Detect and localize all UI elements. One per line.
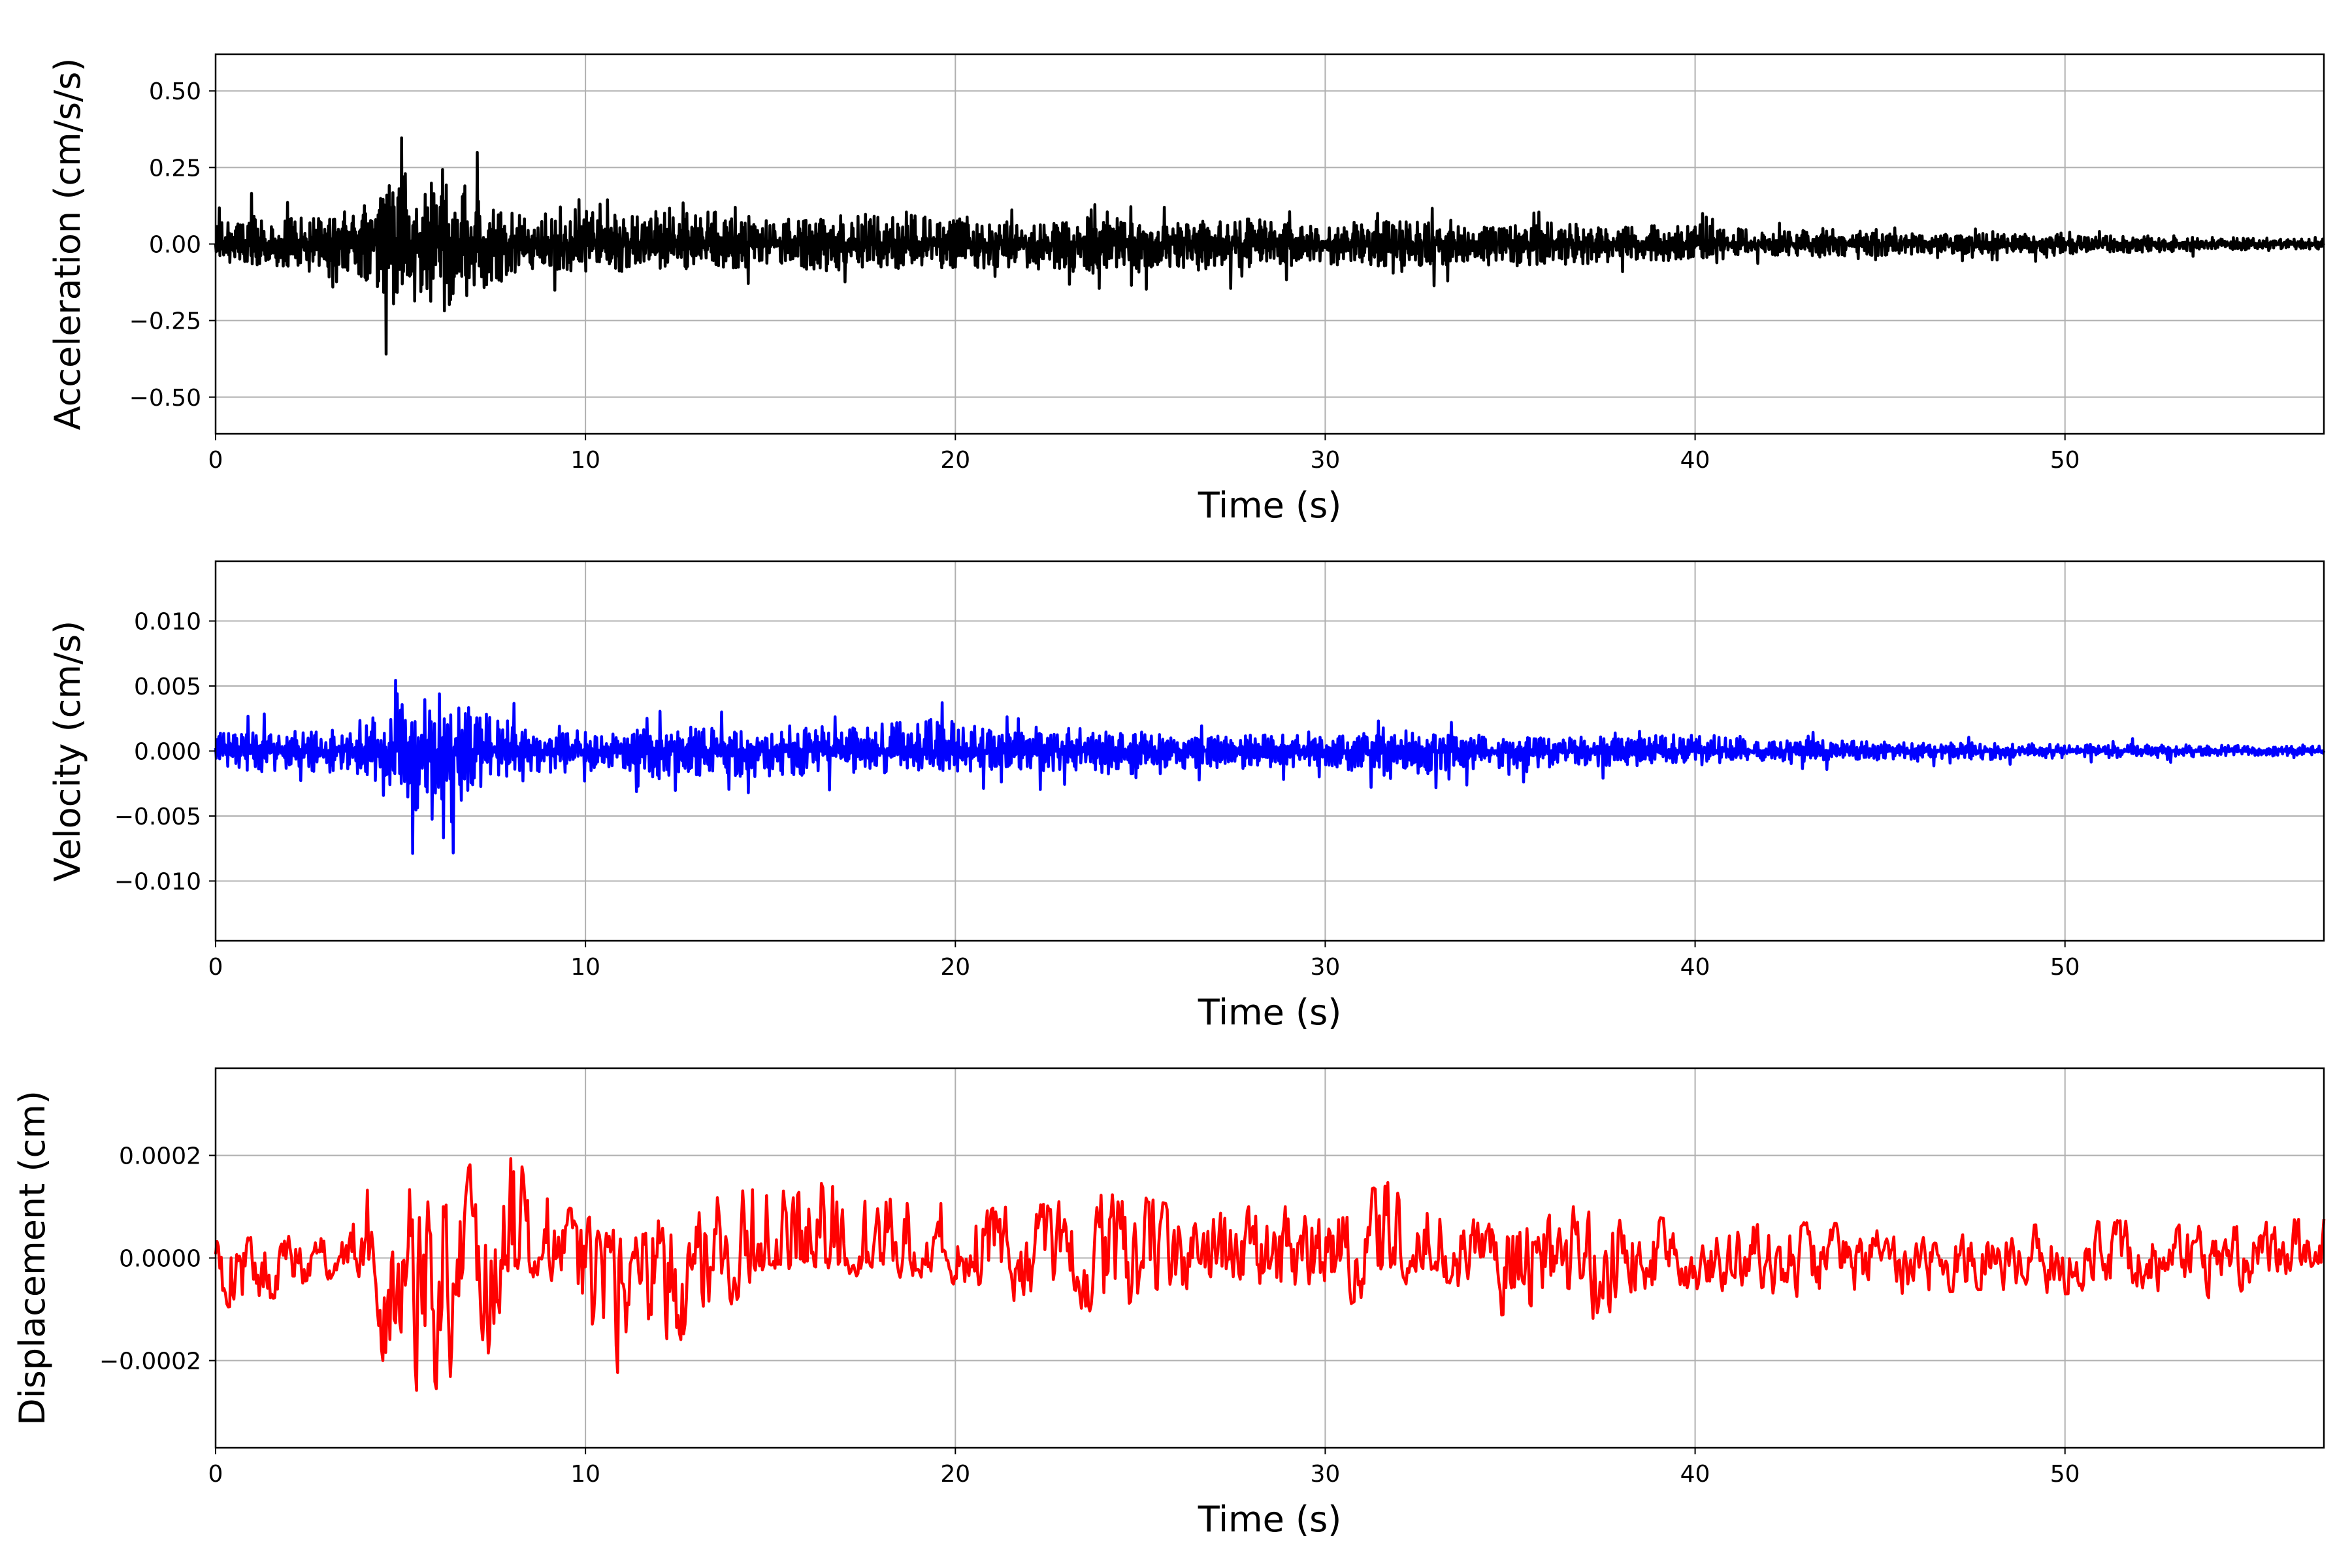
chart-panels: 0 10 20 30 40 50 0.50 0.25 0.00 −0.25 −0.50 Time (s… — [12, 53, 2326, 1540]
panel-3: 0 10 20 30 40 50 0.0002 0.0000 −0.0002 Time (s) Di… — [12, 1067, 2326, 1540]
y-tick-label: −0.005 — [114, 804, 201, 830]
x-tick-label: 10 — [570, 954, 600, 981]
x-axis-label: Time (s) — [1198, 1499, 1342, 1540]
x-tick-label: 20 — [940, 1461, 970, 1488]
x-axis-label: Time (s) — [1198, 485, 1342, 526]
x-tick-label: 0 — [208, 447, 223, 474]
x-tick-label: 0 — [208, 1461, 223, 1488]
series-trace — [214, 678, 2326, 855]
y-tick-label: −0.25 — [129, 308, 201, 335]
x-tick-label: 10 — [570, 1461, 600, 1488]
x-tick-label: 50 — [2050, 1461, 2080, 1488]
y-axis-label: Velocity (cm/s) — [47, 621, 88, 882]
y-tick-label: 0.005 — [134, 674, 201, 700]
x-axis-label: Time (s) — [1198, 992, 1342, 1033]
y-tick-label: 0.000 — [134, 739, 201, 766]
y-axis-label: Displacement (cm) — [12, 1090, 53, 1426]
x-tick-label: 10 — [570, 447, 600, 474]
x-tick-label: 50 — [2050, 954, 2080, 981]
y-tick-label: −0.010 — [114, 868, 201, 895]
y-tick-label: 0.0000 — [119, 1246, 201, 1273]
y-tick-label: −0.0002 — [99, 1348, 201, 1375]
x-tick-label: 0 — [208, 954, 223, 981]
x-tick-label: 40 — [1680, 1461, 1710, 1488]
x-tick-label: 50 — [2050, 447, 2080, 474]
x-tick-label: 40 — [1680, 954, 1710, 981]
y-tick-label: 0.010 — [134, 609, 201, 636]
y-tick-label: 0.00 — [149, 232, 201, 259]
panel-2: 0 10 20 30 40 50 0.010 0.005 0.000 −0.005 −0.010 Ti… — [47, 560, 2326, 1033]
x-tick-label: 30 — [1311, 447, 1341, 474]
y-tick-label: 0.0002 — [119, 1143, 201, 1169]
y-tick-label: 0.50 — [149, 78, 201, 105]
y-axis-label: Acceleration (cm/s/s) — [47, 58, 88, 431]
series-trace — [214, 136, 2325, 356]
y-tick-label: 0.25 — [149, 155, 201, 182]
series-trace — [214, 1157, 2326, 1392]
x-tick-label: 30 — [1311, 954, 1341, 981]
x-tick-label: 20 — [940, 447, 970, 474]
y-tick-label: −0.50 — [129, 385, 201, 412]
x-tick-label: 30 — [1311, 1461, 1341, 1488]
panel-1: 0 10 20 30 40 50 0.50 0.25 0.00 −0.25 −0.50 Time (s… — [47, 53, 2325, 526]
x-tick-label: 40 — [1680, 447, 1710, 474]
x-tick-label: 20 — [940, 954, 970, 981]
